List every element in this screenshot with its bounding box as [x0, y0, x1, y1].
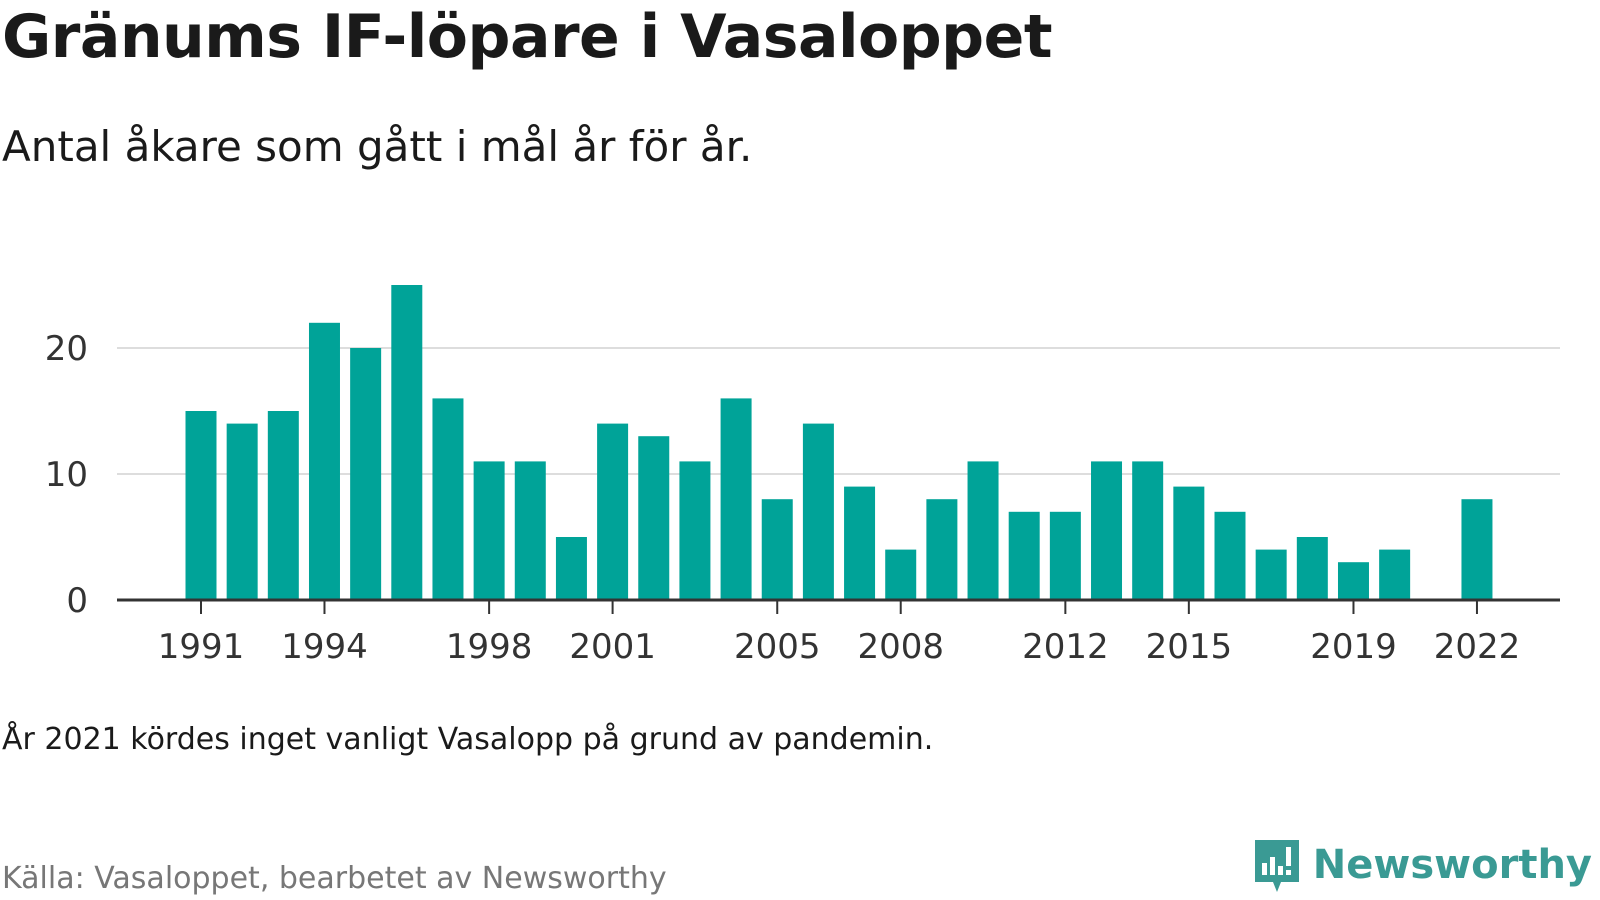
- bar-1999: [514, 461, 546, 600]
- bar-1994: [308, 322, 340, 600]
- bar-1998: [473, 461, 505, 600]
- bar-1991: [185, 411, 217, 600]
- x-tick-label: 2015: [1146, 627, 1233, 667]
- chart-title: Gränums IF-löpare i Vasaloppet: [2, 2, 1053, 72]
- bar-2008: [885, 549, 917, 600]
- bar-1997: [432, 398, 464, 600]
- bar-2015: [1173, 486, 1205, 600]
- tick-labels: 0 10 20 1991 1994 1998 2001 2005 2008 2012 2015 201…: [45, 329, 1520, 667]
- bar-chart: 0 10 20 1991 1994 1998 2001 2005 2008 2012 2015 201…: [45, 285, 1560, 667]
- bar-2013: [1091, 461, 1123, 600]
- bar-1993: [267, 411, 299, 600]
- y-tick-label: 20: [45, 329, 88, 369]
- x-tick-label: 2008: [857, 627, 944, 667]
- x-tick-label: 1991: [158, 627, 245, 667]
- bar-2006: [802, 423, 834, 600]
- bar-2017: [1255, 549, 1287, 600]
- source-credit: Källa: Vasaloppet, bearbetet av Newswort…: [2, 861, 667, 896]
- axes: [117, 598, 1560, 614]
- chart-note: År 2021 kördes inget vanligt Vasalopp på…: [2, 722, 934, 757]
- bar-2016: [1214, 511, 1246, 600]
- bar-2005: [761, 499, 793, 600]
- x-tick-label: 2019: [1310, 627, 1397, 667]
- x-tick-label: 2001: [569, 627, 656, 667]
- x-tick-label: 2022: [1434, 627, 1521, 667]
- bar-2020: [1379, 549, 1411, 600]
- bar-2022: [1461, 499, 1493, 600]
- brand-logo: Newsworthy: [1251, 836, 1592, 894]
- bar-1992: [226, 423, 258, 600]
- bar-2010: [967, 461, 999, 600]
- bar-2012: [1049, 511, 1081, 600]
- bar-2009: [926, 499, 958, 600]
- bar-2011: [1008, 511, 1040, 600]
- bar-2018: [1296, 537, 1328, 600]
- x-tick-label: 1998: [446, 627, 533, 667]
- bar-2001: [597, 423, 629, 600]
- brand-name: Newsworthy: [1312, 842, 1592, 888]
- bar-2003: [679, 461, 711, 600]
- bar-2007: [844, 486, 876, 600]
- y-tick-label: 0: [66, 581, 88, 621]
- x-tick-label: 2012: [1022, 627, 1109, 667]
- bar-1995: [350, 348, 382, 600]
- x-tick-label: 2005: [734, 627, 821, 667]
- bar-1996: [391, 285, 423, 600]
- bar-2000: [555, 537, 587, 600]
- y-tick-label: 10: [45, 455, 88, 495]
- bar-2014: [1132, 461, 1164, 600]
- chart-subtitle: Antal åkare som gått i mål år för år.: [2, 122, 753, 171]
- bar-2019: [1337, 562, 1369, 600]
- bar-2002: [638, 436, 670, 600]
- newsworthy-logo-icon: [1254, 840, 1299, 892]
- x-tick-label: 1994: [281, 627, 368, 667]
- bar-2004: [720, 398, 752, 600]
- bars: [185, 285, 1493, 600]
